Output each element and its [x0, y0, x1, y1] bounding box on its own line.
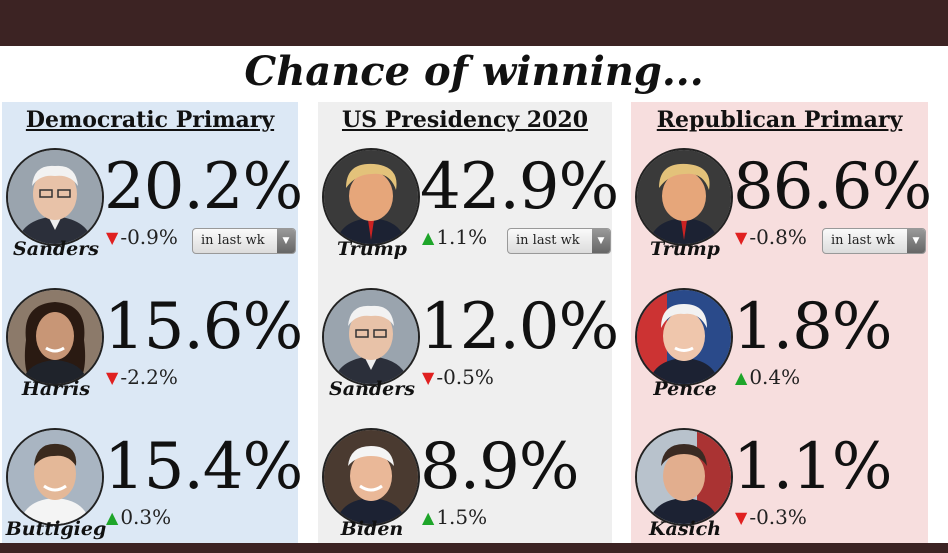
bottom-bar	[0, 543, 948, 553]
chevron-down-icon[interactable]: ▼	[592, 229, 610, 253]
avatar	[322, 288, 420, 386]
triangle-up-icon: ▲	[735, 368, 748, 387]
triangle-up-icon: ▲	[422, 228, 435, 247]
period-select-value: in last wk	[831, 233, 895, 248]
main-content: Chance of winning... Democratic Primary …	[0, 46, 948, 543]
weekly-change: ▲ 0.4%	[735, 365, 800, 389]
win-percentage: 42.9%	[420, 150, 619, 224]
period-select[interactable]: in last wk ▼	[822, 228, 926, 254]
candidate-name: Sanders	[329, 378, 415, 400]
triangle-up-icon: ▲	[106, 508, 119, 527]
candidate-name: Harris	[21, 378, 91, 400]
avatar	[322, 148, 420, 246]
triangle-down-icon: ▼	[106, 368, 119, 387]
change-value: -0.5%	[436, 365, 494, 389]
avatar	[322, 428, 420, 526]
panel-democratic-primary: Democratic Primary Sanders 20.2% ▼ -0.9% …	[2, 102, 303, 543]
win-percentage: 15.6%	[104, 290, 303, 364]
candidate-trump[interactable]: Trump 42.9% ▲ 1.1% in last wk ▼	[318, 148, 619, 288]
triangle-down-icon: ▼	[735, 228, 748, 247]
period-select-value: in last wk	[201, 233, 265, 248]
candidate-name: Buttigieg	[5, 518, 107, 540]
change-value: 0.4%	[749, 365, 801, 389]
change-value: 0.3%	[120, 505, 172, 529]
period-select-value: in last wk	[516, 233, 580, 248]
candidate-buttigieg[interactable]: Buttigieg 15.4% ▲ 0.3%	[2, 428, 303, 543]
weekly-change: ▼ -0.3%	[735, 505, 807, 529]
candidate-kasich[interactable]: Kasich 1.1% ▼ -0.3%	[631, 428, 928, 543]
weekly-change: ▲ 1.5%	[422, 505, 487, 529]
change-value: 1.1%	[436, 225, 488, 249]
triangle-down-icon: ▼	[106, 228, 119, 247]
avatar	[635, 148, 733, 246]
period-select[interactable]: in last wk ▼	[192, 228, 296, 254]
change-value: -0.9%	[120, 225, 178, 249]
avatar	[635, 288, 733, 386]
avatar	[635, 428, 733, 526]
win-percentage: 8.9%	[420, 430, 580, 504]
weekly-change: ▼ -0.9%	[106, 225, 178, 249]
candidate-name: Pence	[653, 378, 717, 400]
change-value: -0.3%	[749, 505, 807, 529]
candidate-sanders[interactable]: Sanders 20.2% ▼ -0.9% in last wk ▼	[2, 148, 303, 288]
win-percentage: 1.1%	[733, 430, 893, 504]
candidate-sanders[interactable]: Sanders 12.0% ▼ -0.5%	[318, 288, 619, 428]
triangle-up-icon: ▲	[422, 508, 435, 527]
chevron-down-icon[interactable]: ▼	[907, 229, 925, 253]
candidate-name: Kasich	[648, 518, 722, 540]
panel-title: Republican Primary	[656, 107, 903, 133]
change-value: 1.5%	[436, 505, 488, 529]
panel-title: US Presidency 2020	[341, 107, 589, 133]
candidate-name: Biden	[340, 518, 404, 540]
avatar	[6, 148, 104, 246]
avatar	[6, 288, 104, 386]
candidate-name: Trump	[650, 238, 720, 260]
candidate-pence[interactable]: Pence 1.8% ▲ 0.4%	[631, 288, 928, 428]
triangle-down-icon: ▼	[422, 368, 435, 387]
weekly-change: ▼ -0.5%	[422, 365, 494, 389]
candidate-name: Sanders	[13, 238, 99, 260]
panel-title: Democratic Primary	[25, 107, 275, 133]
weekly-change: ▲ 0.3%	[106, 505, 171, 529]
chevron-down-icon[interactable]: ▼	[277, 229, 295, 253]
period-select[interactable]: in last wk ▼	[507, 228, 611, 254]
top-bar	[0, 0, 948, 46]
candidate-harris[interactable]: Harris 15.6% ▼ -2.2%	[2, 288, 303, 428]
candidate-name: Trump	[337, 238, 407, 260]
win-percentage: 86.6%	[733, 150, 932, 224]
win-percentage: 12.0%	[420, 290, 619, 364]
candidate-biden[interactable]: Biden 8.9% ▲ 1.5%	[318, 428, 612, 543]
panel-republican-primary: Republican Primary Trump 86.6% ▼ -0.8% in…	[631, 102, 932, 543]
weekly-change: ▲ 1.1%	[422, 225, 487, 249]
win-percentage: 1.8%	[733, 290, 893, 364]
page-title: Chance of winning...	[244, 48, 704, 95]
change-value: -2.2%	[120, 365, 178, 389]
weekly-change: ▼ -0.8%	[735, 225, 807, 249]
win-percentage: 20.2%	[104, 150, 303, 224]
candidate-trump[interactable]: Trump 86.6% ▼ -0.8% in last wk ▼	[631, 148, 932, 288]
change-value: -0.8%	[749, 225, 807, 249]
win-percentage: 15.4%	[104, 430, 303, 504]
triangle-down-icon: ▼	[735, 508, 748, 527]
weekly-change: ▼ -2.2%	[106, 365, 178, 389]
panel-us-presidency: US Presidency 2020 Trump 42.9% ▲ 1.1% in …	[318, 102, 619, 543]
avatar	[6, 428, 104, 526]
